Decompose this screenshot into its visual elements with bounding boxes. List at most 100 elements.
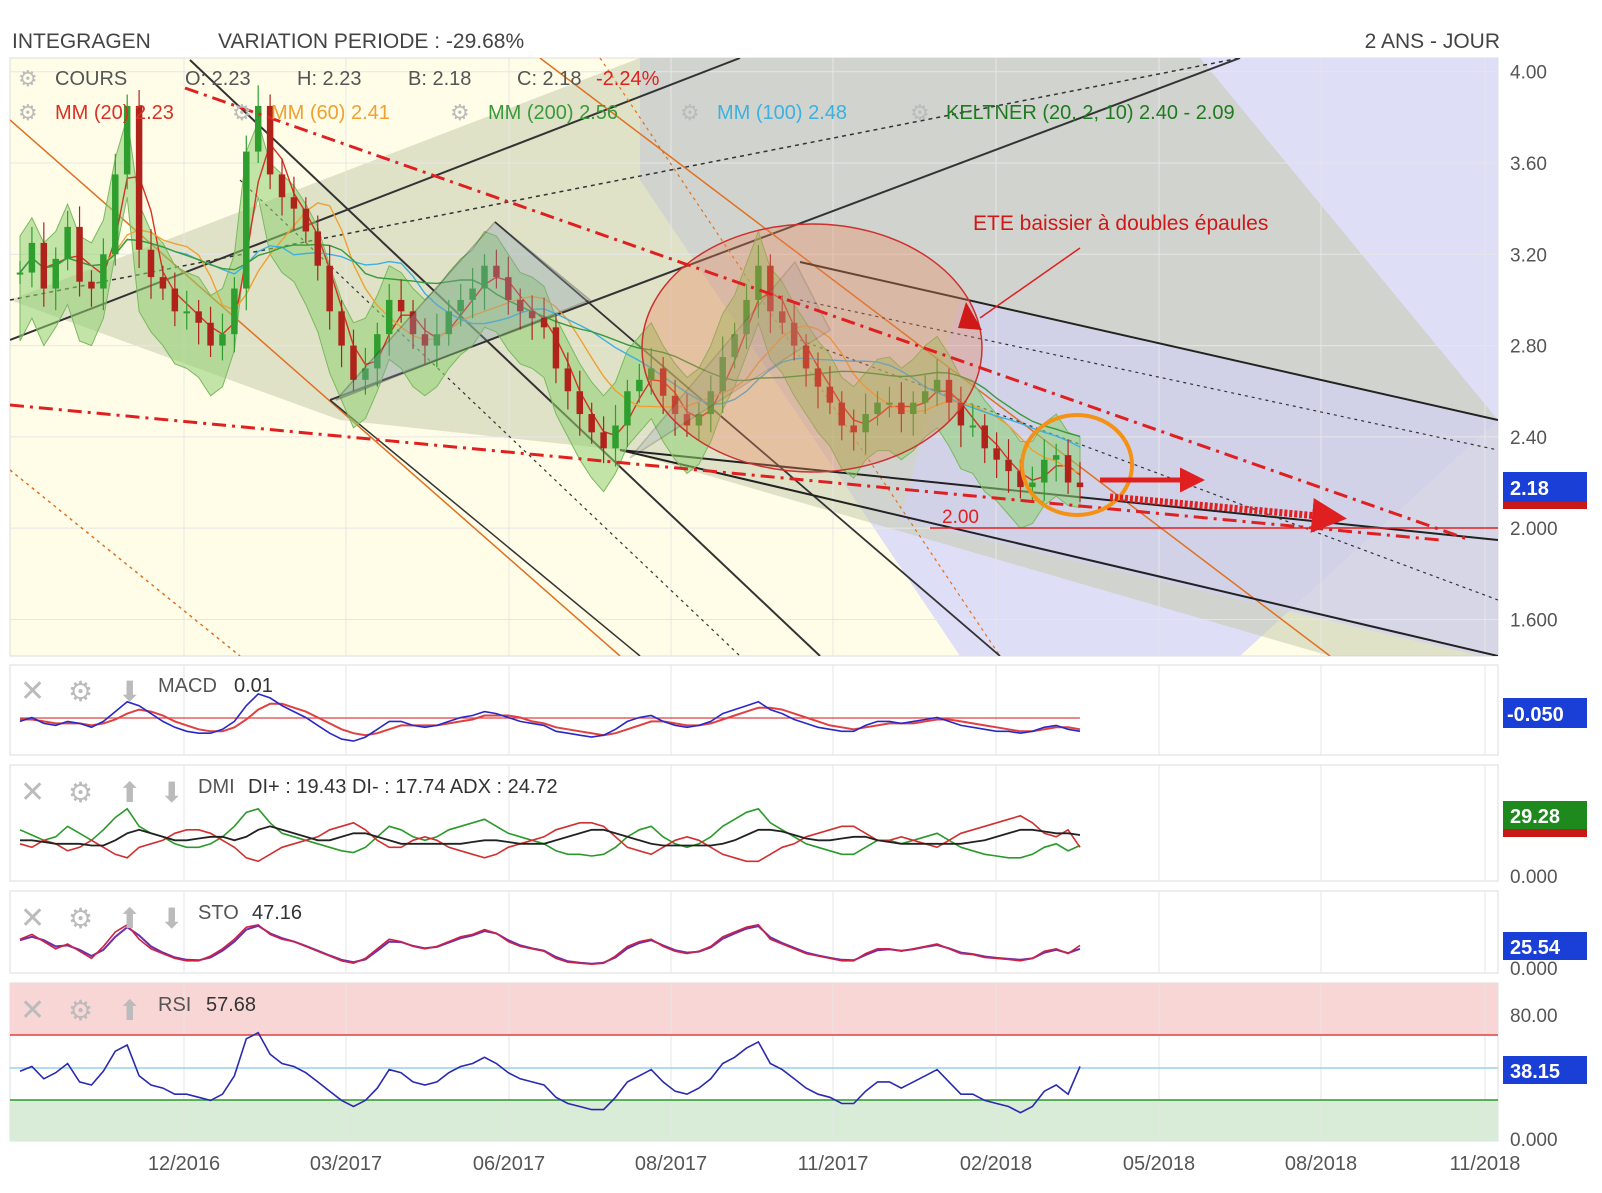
candle-body: [647, 368, 655, 380]
dmi-zero-label: 0.000: [1510, 867, 1558, 888]
close-icon[interactable]: ✕: [20, 902, 45, 935]
x-tick-label: 08/2017: [635, 1153, 707, 1175]
candle-body: [481, 265, 488, 289]
candle-body: [659, 368, 667, 396]
gear-icon[interactable]: ⚙: [68, 777, 93, 808]
arrow-down-icon[interactable]: ⬇: [160, 777, 183, 808]
arrow-down-icon[interactable]: ⬇: [118, 676, 141, 707]
candle-body: [624, 391, 631, 426]
rsi-line: [19, 1031, 1081, 1114]
candle-body: [505, 277, 512, 300]
macd-label: MACD: [158, 675, 217, 697]
x-axis: 12/2016 03/2017 06/2017 08/2017 11/2017 …: [148, 1153, 1521, 1175]
candle-body: [374, 334, 381, 369]
candle-body: [219, 334, 226, 346]
rsi-value: 57.68: [206, 994, 256, 1016]
gear-icon[interactable]: ⚙: [18, 100, 38, 125]
candle-body: [588, 414, 595, 433]
channel-line: [329, 58, 1241, 401]
candle-body: [600, 432, 607, 449]
sto-lines: [19, 923, 1081, 966]
candle-body: [790, 322, 798, 346]
candle-body: [243, 151, 250, 289]
period-text[interactable]: 2 ANS - JOUR: [1365, 30, 1500, 53]
candle-body: [16, 272, 24, 275]
ticker-title: INTEGRAGEN: [12, 30, 151, 53]
channel-line: [494, 221, 1001, 656]
candle-body: [743, 299, 750, 335]
macd-value: 0.01: [234, 675, 273, 697]
channel-line: [799, 339, 1498, 601]
candle-body: [254, 105, 262, 152]
candle-body: [671, 395, 679, 415]
gear-icon[interactable]: ⚙: [450, 100, 470, 125]
sto-value: 47.16: [252, 902, 302, 924]
gear-icon[interactable]: ⚙: [18, 66, 38, 91]
channel-line: [619, 449, 1498, 656]
candle-body: [76, 226, 83, 282]
close-icon[interactable]: ✕: [20, 994, 45, 1027]
candle-body: [445, 311, 453, 335]
candle-body: [921, 391, 929, 403]
candle-body: [493, 265, 500, 278]
candle-body: [814, 368, 822, 387]
rsi-label: RSI: [158, 994, 191, 1016]
variation-text: VARIATION PERIODE : -29.68%: [218, 30, 524, 53]
ete-annotation: ETE baissier à doubles épaules: [973, 212, 1268, 235]
y-tick-label: 3.20: [1510, 245, 1547, 266]
rsi-80-label: 80.00: [1510, 1006, 1558, 1027]
keltner-band: [19, 117, 1081, 529]
candle-body: [957, 402, 965, 426]
rsi-lines: [19, 1031, 1081, 1114]
candle-body: [112, 174, 119, 255]
candle-body: [171, 288, 179, 312]
arrow-up-icon[interactable]: ⬆: [118, 777, 141, 808]
close-icon[interactable]: ✕: [20, 776, 45, 809]
arrow-down-icon[interactable]: ⬇: [160, 903, 183, 934]
candle-body: [40, 242, 48, 289]
candle-body: [564, 368, 572, 392]
macd-last-value: -0.050: [1507, 704, 1564, 726]
ete-pointer-line: [979, 247, 1081, 319]
candle-body: [1076, 482, 1084, 488]
candle-body: [290, 197, 298, 209]
candle-body: [1005, 459, 1012, 472]
candle-body: [385, 299, 393, 335]
candle-body: [516, 299, 524, 312]
arrow-up-icon[interactable]: ⬆: [118, 995, 141, 1026]
dmi-label: DMI: [198, 776, 235, 798]
ete-ellipse: [641, 223, 983, 473]
candle-body: [135, 105, 143, 250]
dmi-panel: ✕ ⚙ ⬆ ⬇ DMI DI+ : 19.43 DI- : 17.74 ADX …: [9, 764, 1587, 888]
gear-icon[interactable]: ⚙: [68, 995, 93, 1026]
arrow-up-icon[interactable]: ⬆: [118, 903, 141, 934]
candle-body: [969, 425, 977, 428]
gear-icon[interactable]: ⚙: [68, 903, 93, 934]
x-tick-label: 03/2017: [310, 1153, 382, 1175]
price-legend: ⚙ COURS O: 2.23 H: 2.23 B: 2.18 C: 2.18 …: [18, 66, 1235, 125]
triangle-pattern-1: [335, 220, 592, 401]
mm200-line: [19, 238, 1081, 437]
gear-icon[interactable]: ⚙: [680, 100, 700, 125]
candle-body: [576, 391, 584, 415]
adx-line: [20, 825, 1081, 847]
candle-body: [1029, 482, 1036, 488]
last-price-underline: [1503, 502, 1587, 509]
close-icon[interactable]: ✕: [20, 675, 45, 708]
channel-line: [239, 179, 741, 656]
candle-body: [278, 174, 286, 198]
legend-mm60: MM (60) 2.41: [271, 102, 390, 124]
gear-icon[interactable]: ⚙: [232, 100, 252, 125]
candle-body: [683, 414, 691, 426]
candle-body: [695, 414, 703, 426]
support-line: [10, 403, 1441, 542]
candle-body: [826, 386, 834, 403]
candle-body: [707, 391, 715, 415]
candle-body: [409, 311, 417, 335]
gear-icon[interactable]: ⚙: [68, 676, 93, 707]
gear-icon[interactable]: ⚙: [910, 100, 930, 125]
legend-low: B: 2.18: [408, 68, 471, 90]
candle-body: [862, 414, 869, 433]
